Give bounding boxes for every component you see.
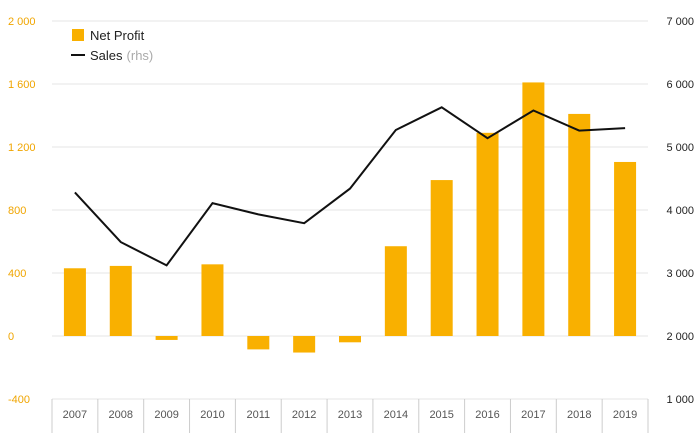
x-tick-label: 2012 [292,409,316,421]
y-left-tick-label: -400 [8,394,30,406]
bar-net-profit-2019 [614,161,637,336]
y-left-tick-label: 0 [8,331,14,343]
bar-net-profit-2014 [384,246,407,336]
y-right-tick-label: 5 000 [666,142,694,154]
line-layer [74,106,626,267]
y-right-tick-label: 1 000 [666,394,694,406]
x-tick-label: 2011 [246,409,270,421]
legend-sales-note: (rhs) [127,48,154,63]
y-left-tick-label: 400 [8,268,26,280]
x-tick-label: 2015 [429,409,453,421]
x-tick-label: 2017 [521,409,545,421]
y-right-tick-label: 3 000 [666,268,694,280]
legend-swatch-net-profit [72,29,84,41]
x-tick-label: 2007 [63,409,87,421]
y-left-tick-label: 1 600 [8,79,36,91]
ticks-layer: -400 0 400 800 1 200 1 600 2 000 1 000 2 000 3 00… [8,16,694,421]
y-right-tick-label: 7 000 [666,16,694,28]
legend: Net Profit Sales (rhs) [71,28,153,63]
grid-layer [51,20,649,433]
bar-net-profit-2008 [109,265,132,336]
bar-net-profit-2013 [339,336,361,343]
bars-layer [63,82,637,353]
bar-net-profit-2016 [476,132,499,336]
bar-net-profit-2015 [430,180,453,336]
bar-net-profit-2009 [155,336,178,340]
x-tick-label: 2010 [200,409,224,421]
x-tick-label: 2014 [384,409,408,421]
y-left-tick-label: 800 [8,205,26,217]
bar-net-profit-2012 [293,336,316,353]
bar-net-profit-2011 [247,336,270,350]
legend-sales-name: Sales [90,48,123,63]
bar-net-profit-2017 [522,82,545,336]
y-left-tick-label: 1 200 [8,142,36,154]
x-tick-label: 2016 [475,409,499,421]
y-left-tick-label: 2 000 [8,16,36,28]
bar-net-profit-2018 [568,113,591,336]
x-tick-label: 2019 [613,409,637,421]
legend-label-sales: Sales (rhs) [90,48,153,63]
bar-net-profit-2010 [201,264,224,336]
line-sales [74,106,626,267]
y-right-tick-label: 4 000 [666,205,694,217]
x-tick-label: 2018 [567,409,591,421]
y-right-tick-label: 6 000 [666,79,694,91]
legend-label-net-profit: Net Profit [90,28,145,43]
x-tick-label: 2013 [338,409,362,421]
x-tick-label: 2008 [109,409,133,421]
x-tick-label: 2009 [154,409,178,421]
y-right-tick-label: 2 000 [666,331,694,343]
bar-net-profit-2007 [63,268,86,336]
